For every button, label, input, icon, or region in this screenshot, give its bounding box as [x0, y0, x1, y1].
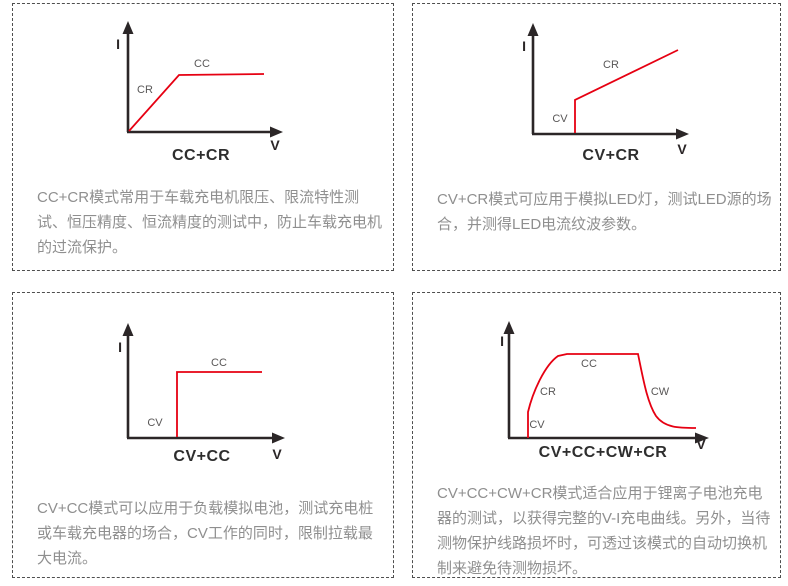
x-axis-arrowhead	[270, 126, 283, 138]
y-axis-arrowhead	[122, 21, 134, 34]
axis-label-v: V	[272, 446, 282, 462]
segment-label-cr: CR	[603, 59, 619, 71]
vi-curve	[574, 49, 679, 133]
segment-label-cv: CV	[529, 419, 545, 431]
y-axis-arrowhead	[503, 321, 515, 334]
vi-curve	[128, 73, 265, 132]
segment-label-cv: CV	[552, 113, 568, 125]
mode-description: CV+CC模式可以应用于负载模拟电池，测试充电桩或车载充电器的场合，CV工作的同…	[37, 500, 374, 567]
vi-chart-cv-cc-cw-cr: I V CV CR CC CW CV+CC+CW+CR	[500, 321, 709, 461]
y-axis-arrowhead	[122, 323, 134, 336]
vi-chart-cv-cr: I V CV CR CV+CR	[522, 23, 689, 164]
segment-label-cv: CV	[147, 417, 163, 429]
panel-cv-cr: I V CV CR CV+CR CV+CR模式可应用于模拟LED灯，测试LED源…	[412, 3, 781, 271]
segment-label-cw: CW	[651, 386, 670, 398]
panel-cv-cc-cw-cr: I V CV CR CC CW CV+CC+CW+CR CV+CC+CW+CR模…	[412, 292, 781, 578]
chart-title: CV+CC	[173, 448, 230, 465]
segment-label-cc: CC	[581, 358, 597, 370]
vi-chart-cv-cc: I V CV CC CV+CC	[118, 323, 285, 465]
mode-description: CC+CR模式常用于车载充电机限压、限流特性测试、恒压精度、恒流精度的测试中，防…	[37, 189, 383, 256]
chart-title: CV+CR	[582, 147, 639, 164]
x-axis-arrowhead	[695, 432, 709, 444]
axis-label-i: I	[500, 333, 504, 349]
y-axis-arrowhead	[527, 23, 539, 36]
segment-label-cr: CR	[137, 84, 153, 96]
vi-chart-cc-cr: I V CR CC CC+CR	[116, 21, 283, 164]
axis-label-i: I	[118, 339, 122, 355]
axis-label-i: I	[522, 38, 526, 54]
axis-label-i: I	[116, 36, 120, 52]
segment-label-cc: CC	[211, 357, 227, 369]
x-axis-arrowhead	[272, 432, 285, 444]
segment-label-cr: CR	[540, 386, 556, 398]
chart-title: CV+CC+CW+CR	[539, 444, 668, 461]
x-axis-arrowhead	[676, 128, 689, 140]
chart-title: CC+CR	[172, 147, 230, 164]
vi-curve	[176, 371, 262, 437]
axis-label-v: V	[696, 436, 706, 452]
axis-label-v: V	[270, 137, 280, 153]
panel-cv-cc: I V CV CC CV+CC CV+CC模式可以应用于负载模拟电池，测试充电桩…	[12, 292, 394, 578]
segment-label-cc: CC	[194, 58, 210, 70]
mode-description: CV+CR模式可应用于模拟LED灯，测试LED源的场合，并测得LED电流纹波参数…	[437, 191, 772, 233]
panel-cc-cr: I V CR CC CC+CR CC+CR模式常用于车载充电机限压、限流特性测试…	[12, 3, 394, 271]
mode-description: CV+CC+CW+CR模式适合应用于锂离子电池充电器的测试，以获得完整的V-I充…	[437, 485, 771, 577]
axis-label-v: V	[677, 141, 687, 157]
vi-curve	[527, 353, 697, 438]
